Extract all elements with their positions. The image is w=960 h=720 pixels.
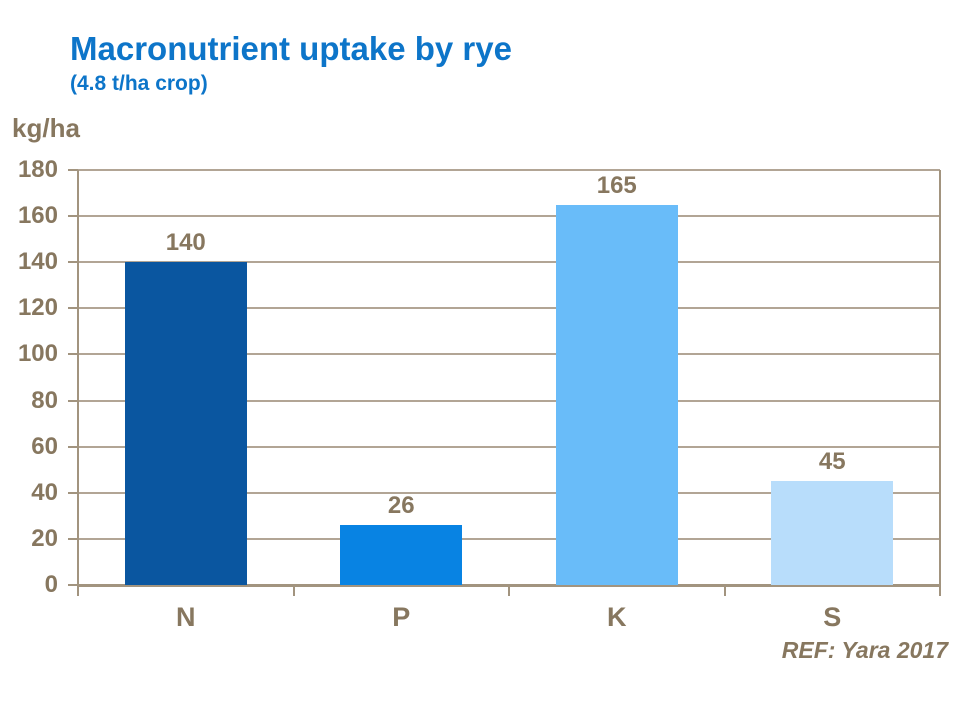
y-axis-tick-label: 160 (17, 202, 58, 230)
y-axis-tick (68, 261, 78, 264)
reference-note: REF: Yara 2017 (781, 637, 948, 663)
x-axis-tick (939, 587, 941, 596)
y-axis-tick (68, 353, 78, 356)
gridline (78, 537, 940, 540)
y-axis-tick-label: 20 (31, 524, 58, 552)
gridline (78, 307, 940, 310)
x-axis-tick (508, 587, 510, 596)
bar-value-label: 26 (387, 492, 415, 520)
y-axis-tick (68, 584, 78, 586)
y-axis-tick (68, 491, 78, 494)
x-axis-tick (77, 587, 79, 596)
x-axis-category-label: N (176, 602, 196, 632)
y-axis-tick-label: 120 (17, 294, 58, 322)
x-axis-line (77, 584, 941, 587)
y-axis-tick (68, 307, 78, 310)
bar-P (340, 525, 463, 585)
y-axis-tick-label: 180 (17, 156, 58, 183)
gridline (78, 399, 940, 402)
x-axis-tick (292, 587, 295, 596)
bar-value-label: 165 (596, 171, 637, 199)
y-axis-tick (68, 215, 78, 218)
gridline (78, 261, 940, 264)
y-axis-tick-label: 140 (17, 248, 58, 276)
y-axis-tick-label: 80 (31, 386, 58, 414)
gridline (78, 215, 940, 218)
bar-S (771, 481, 894, 585)
bar-N (124, 262, 247, 585)
y-axis-line (77, 170, 79, 585)
y-axis-tick-label: 100 (17, 340, 58, 368)
bar-value-label: 140 (165, 229, 206, 257)
x-axis-category-label: P (392, 602, 411, 632)
y-axis-tick-label: 40 (31, 478, 58, 506)
y-axis-tick (68, 169, 78, 171)
y-axis-tick-label: 60 (31, 432, 58, 460)
bar-value-label: 45 (818, 448, 846, 476)
chart-title: Macronutrient uptake by rye (70, 30, 512, 67)
gridline (78, 353, 940, 356)
x-axis-tick (723, 587, 726, 596)
y-axis-unit-label: kg/ha (12, 113, 80, 143)
gridline (78, 169, 940, 171)
bar-K (555, 204, 678, 585)
x-axis-category-label: K (607, 602, 627, 632)
y-axis-tick (68, 399, 78, 402)
plot-right-border (939, 170, 941, 585)
y-axis-tick (68, 537, 78, 540)
chart-subtitle: (4.8 t/ha crop) (70, 72, 208, 95)
x-axis-category-label: S (823, 602, 842, 632)
y-axis-tick (68, 445, 78, 448)
gridline (78, 445, 940, 448)
gridline (78, 491, 940, 494)
y-axis-tick-label: 0 (44, 571, 58, 598)
